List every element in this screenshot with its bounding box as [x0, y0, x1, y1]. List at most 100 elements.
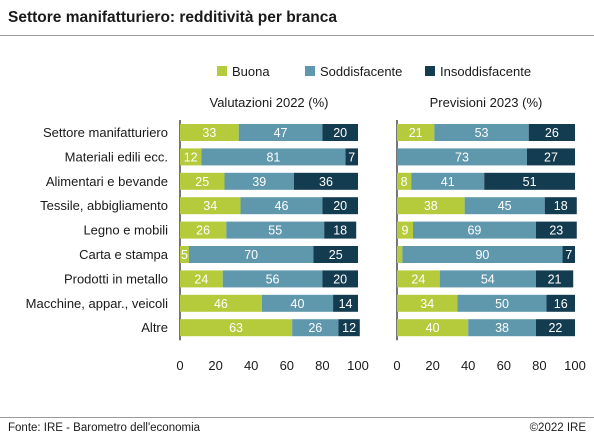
bar-p1-r3-s0: [397, 197, 465, 215]
bar-label-p0-r6-s0: 24: [194, 272, 208, 286]
bar-p0-r0-s2: [322, 124, 358, 141]
bar-label-p1-r0-s1: 53: [475, 126, 489, 140]
bar-label-p0-r8-s2: 12: [342, 321, 356, 335]
bar-p1-r8-s2: [535, 319, 575, 337]
bar-p1-r7-s1: [457, 294, 547, 312]
bar-p0-r5-s2: [313, 246, 358, 263]
bar-label-p1-r1-s2: 27: [544, 150, 558, 164]
x-tick-p1-5: 100: [564, 358, 586, 373]
bar-p0-r7-s2: [333, 294, 358, 312]
bar-p0-r6-s1: [222, 270, 323, 288]
bar-p0-r5-s0: [180, 246, 189, 263]
bar-p1-r6-s1: [439, 270, 536, 288]
bar-p0-r4-s2: [324, 221, 357, 239]
bar-label-p0-r6-s1: 56: [266, 272, 280, 286]
bar-label-p1-r5-s2: 7: [565, 248, 572, 262]
category-label-2: Alimentari e bevande: [46, 174, 168, 189]
bottom-rule: [0, 417, 594, 418]
bar-p1-r5-s2: [562, 246, 575, 263]
bar-label-p0-r8-s0: 63: [229, 321, 243, 335]
bar-p0-r1-s2: [345, 148, 358, 166]
x-tick-p1-2: 40: [461, 358, 475, 373]
bar-label-p0-r4-s0: 26: [196, 224, 210, 238]
bar-p0-r2-s2: [293, 172, 358, 190]
bar-p0-r1-s0: [180, 148, 202, 166]
bar-label-p0-r3-s1: 46: [275, 199, 289, 213]
category-label-0: Settore manifatturiero: [43, 125, 168, 140]
bar-label-p1-r8-s0: 40: [426, 321, 440, 335]
bar-label-p0-r2-s2: 36: [319, 175, 333, 189]
bar-p0-r7-s0: [180, 294, 262, 312]
bar-label-p0-r3-s0: 34: [203, 199, 217, 213]
bar-label-p1-r2-s2: 51: [523, 175, 537, 189]
bar-p1-r5-s1: [402, 246, 563, 263]
bar-p1-r8-s1: [468, 319, 536, 337]
bar-p1-r1-s1: [397, 148, 527, 166]
x-tick-p1-3: 60: [497, 358, 511, 373]
bar-p0-r2-s1: [224, 172, 294, 190]
bar-label-p1-r2-s1: 41: [441, 175, 455, 189]
bar-p0-r8-s1: [292, 319, 339, 337]
bar-label-p1-r1-s1: 73: [455, 150, 469, 164]
panel-title-1: Previsioni 2023 (%): [430, 95, 543, 110]
legend-label-2: Insoddisfacente: [440, 64, 531, 79]
legend-swatch-2: [425, 66, 435, 76]
legend-swatch-1: [305, 66, 315, 76]
x-tick-p1-1: 20: [425, 358, 439, 373]
bar-label-p0-r1-s0: 12: [184, 150, 198, 164]
legend-swatch-0: [217, 66, 227, 76]
bar-label-p0-r7-s2: 14: [339, 297, 353, 311]
bar-label-p1-r4-s0: 9: [402, 224, 409, 238]
top-rule: [0, 35, 594, 36]
bar-p1-r2-s2: [484, 172, 575, 190]
bar-p0-r3-s2: [322, 197, 358, 215]
bar-label-p1-r3-s0: 38: [424, 199, 438, 213]
bar-label-p1-r7-s0: 34: [420, 297, 434, 311]
bar-label-p1-r5-s1: 90: [475, 248, 489, 262]
bar-p0-r0-s1: [238, 124, 323, 141]
bar-p0-r0-s0: [180, 124, 239, 141]
bar-label-p0-r5-s1: 70: [244, 248, 258, 262]
bar-p0-r6-s0: [180, 270, 223, 288]
bar-label-p0-r0-s1: 47: [274, 126, 288, 140]
bar-p1-r7-s2: [546, 294, 575, 312]
bar-p0-r4-s1: [226, 221, 325, 239]
bar-p0-r5-s1: [188, 246, 314, 263]
bar-label-p0-r4-s1: 55: [268, 224, 282, 238]
bar-label-p0-r2-s0: 25: [195, 175, 209, 189]
bar-label-p1-r3-s2: 18: [554, 199, 568, 213]
bar-label-p0-r3-s2: 20: [333, 199, 347, 213]
bar-p1-r4-s2: [535, 221, 577, 239]
x-tick-p0-5: 100: [347, 358, 369, 373]
legend-label-1: Soddisfacente: [320, 64, 402, 79]
bar-p1-r6-s0: [397, 270, 440, 288]
bar-p0-r1-s1: [201, 148, 346, 166]
category-label-5: Carta e stampa: [79, 247, 169, 262]
bar-p0-r3-s0: [180, 197, 241, 215]
category-label-3: Tessile, abbigliamento: [40, 198, 168, 213]
bar-p1-r8-s0: [397, 319, 469, 337]
bar-p1-r5-s0: [397, 246, 403, 263]
bar-label-p1-r6-s2: 21: [548, 272, 562, 286]
bar-label-p1-r7-s1: 50: [495, 297, 509, 311]
bar-label-p0-r0-s0: 33: [202, 126, 216, 140]
bar-p1-r3-s1: [464, 197, 545, 215]
copyright-note: ©2022 IRE: [529, 422, 586, 434]
bar-p1-r6-s2: [535, 270, 574, 288]
category-label-8: Altre: [141, 320, 168, 335]
bar-p0-r4-s0: [180, 221, 227, 239]
bar-label-p1-r4-s2: 23: [549, 224, 563, 238]
bar-label-p1-r6-s1: 54: [481, 272, 495, 286]
bar-p1-r2-s0: [397, 172, 412, 190]
bar-label-p1-r6-s0: 24: [411, 272, 425, 286]
category-label-7: Macchine, appar., veicoli: [26, 296, 168, 311]
bar-label-p0-r1-s1: 81: [266, 150, 280, 164]
source-note: Fonte: IRE - Barometro dell'economia: [8, 422, 201, 434]
bar-label-p0-r6-s2: 20: [333, 272, 347, 286]
bar-label-p0-r2-s1: 39: [252, 175, 266, 189]
bar-label-p1-r3-s1: 45: [498, 199, 512, 213]
bar-label-p0-r4-s2: 18: [333, 224, 347, 238]
bar-label-p0-r7-s0: 46: [214, 297, 228, 311]
bar-p1-r4-s0: [397, 221, 414, 239]
bar-p1-r2-s1: [411, 172, 485, 190]
